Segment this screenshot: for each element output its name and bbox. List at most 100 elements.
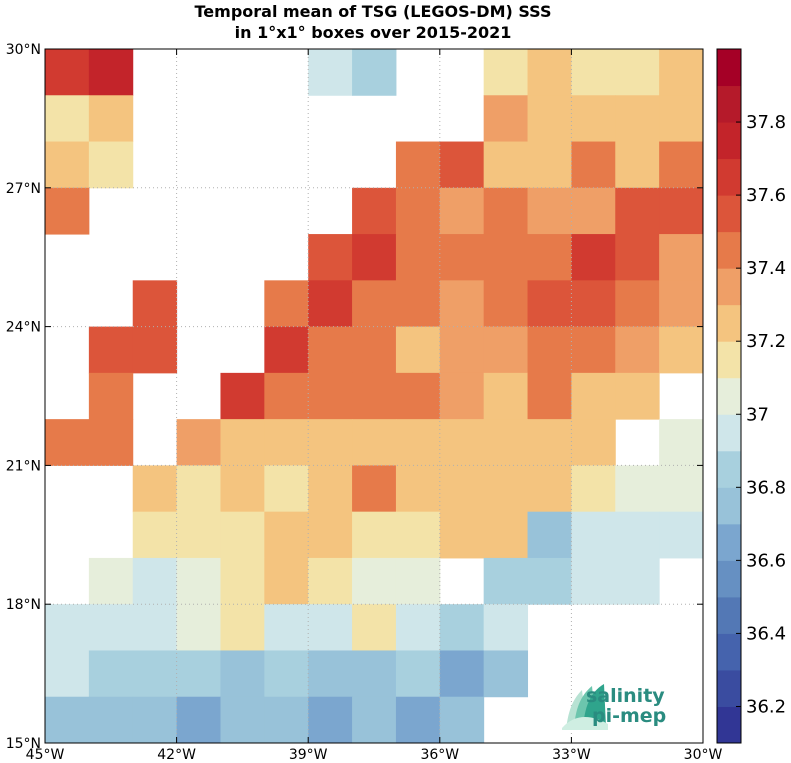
heatmap-cell bbox=[483, 604, 529, 651]
heatmap-cell bbox=[439, 280, 485, 328]
heatmap-cell bbox=[571, 465, 616, 513]
heatmap-cell bbox=[308, 326, 353, 374]
heatmap-cell bbox=[483, 419, 529, 466]
heatmap-cell bbox=[308, 280, 353, 328]
heatmap-cell bbox=[439, 372, 485, 420]
heatmap-cell bbox=[527, 187, 572, 235]
heatmap-cell bbox=[220, 696, 265, 744]
colorbar-segment bbox=[717, 85, 741, 123]
y-tick-label: 18°N bbox=[6, 597, 41, 613]
heatmap-cell bbox=[395, 465, 441, 513]
heatmap-cell bbox=[615, 95, 660, 143]
heatmap-cell bbox=[45, 419, 90, 466]
x-tick-label: 30°W bbox=[684, 747, 723, 763]
heatmap-cell bbox=[483, 511, 529, 559]
colorbar-segment bbox=[717, 268, 741, 306]
colorbar-tick-label: 36.6 bbox=[746, 550, 786, 571]
colorbar-segment bbox=[717, 377, 741, 415]
y-tick-label: 30°N bbox=[6, 42, 41, 58]
colorbar-segment bbox=[717, 195, 741, 233]
heatmap-cell bbox=[308, 465, 353, 513]
colorbar-tick-label: 36.4 bbox=[746, 623, 786, 644]
heatmap-cell bbox=[659, 95, 704, 143]
heatmap-cell bbox=[527, 234, 572, 281]
heatmap-cell bbox=[352, 650, 397, 698]
salinity-pi-mep-logo: salinity pi-mep bbox=[562, 684, 666, 730]
heatmap-cell bbox=[483, 49, 529, 96]
heatmap-cell bbox=[659, 511, 704, 559]
heatmap-cell bbox=[352, 234, 397, 281]
heatmap-cell bbox=[615, 326, 660, 374]
heatmap-cells bbox=[45, 49, 704, 744]
heatmap-cell bbox=[176, 557, 221, 605]
heatmap-cell bbox=[220, 419, 265, 466]
heatmap-cell bbox=[527, 280, 572, 328]
heatmap-cell bbox=[527, 557, 572, 605]
heatmap-cell bbox=[264, 557, 309, 605]
heatmap-cell bbox=[483, 372, 529, 420]
heatmap-cell bbox=[659, 465, 704, 513]
heatmap-cell bbox=[615, 557, 660, 605]
heatmap-cell bbox=[527, 511, 572, 559]
heatmap-cell bbox=[132, 696, 178, 744]
chart-title-line-2: in 1°x1° boxes over 2015-2021 bbox=[235, 23, 512, 42]
heatmap-cell bbox=[132, 650, 178, 698]
heatmap-cell bbox=[615, 465, 660, 513]
heatmap-cell bbox=[395, 604, 441, 651]
heatmap-cell bbox=[308, 696, 353, 744]
heatmap-cell bbox=[571, 372, 616, 420]
heatmap-cell bbox=[88, 141, 134, 189]
heatmap-cell bbox=[308, 372, 353, 420]
colorbar-ticks: 36.2 36.4 36.6 36.8 37 37.2 37.4 37.6 37.8 bbox=[736, 112, 786, 717]
colorbar-segment bbox=[717, 122, 741, 160]
heatmap-cell bbox=[352, 372, 397, 420]
heatmap-cell bbox=[659, 326, 704, 374]
colorbar bbox=[717, 49, 741, 744]
heatmap-cell bbox=[527, 95, 572, 143]
colorbar-segment bbox=[717, 633, 741, 671]
x-tick-label: 33°W bbox=[552, 747, 591, 763]
heatmap-cell bbox=[88, 650, 134, 698]
heatmap-cell bbox=[615, 141, 660, 189]
heatmap-cell bbox=[527, 49, 572, 96]
heatmap-cell bbox=[88, 557, 134, 605]
heatmap-cell bbox=[45, 604, 90, 651]
heatmap-cell bbox=[439, 419, 485, 466]
heatmap-cell bbox=[264, 696, 309, 744]
heatmap-cell bbox=[264, 604, 309, 651]
heatmap-cell bbox=[395, 557, 441, 605]
heatmap-cell bbox=[88, 372, 134, 420]
heatmap-cell bbox=[352, 280, 397, 328]
heatmap-cell bbox=[571, 419, 616, 466]
heatmap-cell bbox=[264, 650, 309, 698]
colorbar-segment bbox=[717, 706, 741, 744]
heatmap-cell bbox=[483, 557, 529, 605]
heatmap-cell bbox=[659, 49, 704, 96]
heatmap-cell bbox=[88, 95, 134, 143]
y-tick-label: 21°N bbox=[6, 458, 41, 474]
heatmap-cell bbox=[483, 141, 529, 189]
chart-title-line-1: Temporal mean of TSG (LEGOS-DM) SSS bbox=[195, 2, 552, 21]
heatmap-cell bbox=[571, 557, 616, 605]
heatmap-cell bbox=[176, 696, 221, 744]
heatmap-cell bbox=[308, 650, 353, 698]
heatmap-cell bbox=[439, 234, 485, 281]
heatmap-cell bbox=[220, 650, 265, 698]
heatmap-cell bbox=[45, 49, 90, 96]
heatmap-cell bbox=[615, 187, 660, 235]
colorbar-segment bbox=[717, 560, 741, 598]
heatmap-cell bbox=[395, 419, 441, 466]
heatmap-cell bbox=[308, 557, 353, 605]
heatmap-cell bbox=[439, 650, 485, 698]
x-tick-label: 45°W bbox=[26, 747, 65, 763]
heatmap-cell bbox=[352, 604, 397, 651]
heatmap-cell bbox=[352, 419, 397, 466]
heatmap-cell bbox=[395, 372, 441, 420]
colorbar-segment bbox=[717, 450, 741, 488]
heatmap-cell bbox=[439, 465, 485, 513]
heatmap-cell bbox=[352, 465, 397, 513]
heatmap-cell bbox=[45, 141, 90, 189]
colorbar-tick-label: 37 bbox=[746, 404, 769, 425]
heatmap-cell bbox=[483, 95, 529, 143]
